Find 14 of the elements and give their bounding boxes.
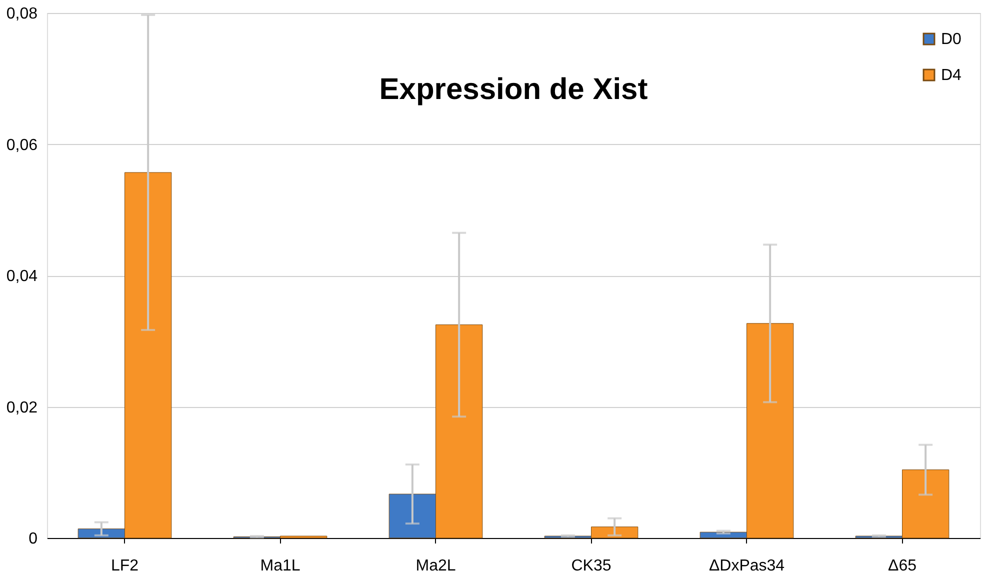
- y-tick-label: 0,08: [6, 6, 38, 22]
- y-tick-label: 0,04: [6, 268, 38, 285]
- x-tick-label: Ma1L: [260, 558, 300, 574]
- legend-label: D4: [941, 67, 962, 84]
- x-tick-label: LF2: [110, 558, 139, 574]
- x-tick-label: Ma2L: [416, 558, 456, 574]
- y-tick-label: 0,06: [6, 136, 38, 154]
- x-tick-label: CK35: [571, 558, 612, 574]
- x-tick-label: ΔDxPas34: [708, 558, 785, 574]
- text: Expression de Xist: [379, 73, 648, 106]
- y-tick-label: 0,02: [6, 399, 38, 416]
- legend-label: D0: [941, 31, 962, 48]
- y-tick-label: 0: [28, 530, 38, 548]
- x-tick-label: Δ65: [888, 558, 917, 574]
